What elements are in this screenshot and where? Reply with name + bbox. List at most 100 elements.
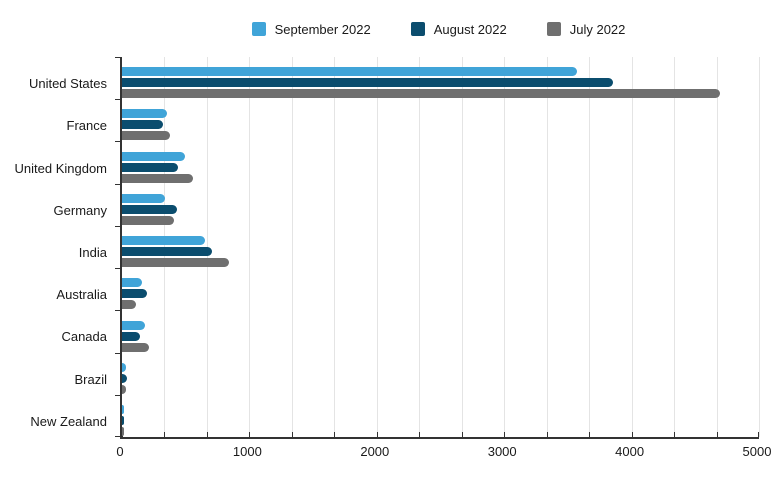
bar bbox=[122, 151, 186, 161]
legend-item: September 2022 bbox=[251, 21, 371, 37]
legend-swatch-icon bbox=[410, 22, 425, 36]
bar bbox=[122, 300, 136, 310]
bar bbox=[122, 247, 213, 257]
x-axis-label: 5000 bbox=[742, 444, 772, 459]
x-axis-tick bbox=[419, 432, 421, 437]
bar-group bbox=[122, 184, 759, 226]
gridline bbox=[334, 57, 336, 437]
bar bbox=[122, 89, 720, 99]
chart-legend: September 2022 August 2022 July 2022 bbox=[120, 20, 757, 38]
category-label: Australia bbox=[56, 287, 107, 303]
category-label: Canada bbox=[61, 329, 107, 345]
bar bbox=[122, 204, 177, 214]
bar-group bbox=[122, 395, 759, 437]
bar-group bbox=[122, 353, 759, 395]
y-axis-tick bbox=[115, 225, 120, 227]
x-axis-tick bbox=[206, 432, 208, 437]
bar bbox=[122, 258, 230, 268]
bar bbox=[122, 415, 124, 425]
x-axis-tick bbox=[334, 432, 336, 437]
x-axis-tick bbox=[589, 432, 591, 437]
bar bbox=[122, 320, 145, 330]
value-axis-labels: 0 1000 2000 3000 4000 5000 bbox=[116, 444, 771, 460]
legend-item: July 2022 bbox=[546, 21, 626, 37]
gridline bbox=[419, 57, 421, 437]
bar bbox=[122, 78, 614, 88]
gridline bbox=[376, 57, 378, 437]
y-axis-tick bbox=[115, 352, 120, 354]
bar bbox=[122, 109, 167, 119]
x-axis-label: 3000 bbox=[487, 444, 517, 459]
bar bbox=[122, 120, 163, 130]
gridline bbox=[504, 57, 506, 437]
gridline bbox=[206, 57, 208, 437]
gridline bbox=[461, 57, 463, 437]
x-axis-tick bbox=[674, 432, 676, 437]
gridline bbox=[759, 57, 760, 437]
x-axis-label: 4000 bbox=[615, 444, 645, 459]
y-axis-tick bbox=[115, 436, 120, 437]
y-axis-tick bbox=[115, 268, 120, 270]
legend-item: August 2022 bbox=[410, 21, 507, 37]
bar bbox=[122, 173, 194, 183]
x-axis-tick bbox=[758, 432, 759, 437]
x-axis-tick bbox=[461, 432, 463, 437]
category-label: New Zealand bbox=[30, 413, 107, 429]
gridline bbox=[249, 57, 251, 437]
bar bbox=[122, 342, 150, 352]
bar bbox=[122, 193, 166, 203]
bar bbox=[122, 362, 126, 372]
x-axis-label: 2000 bbox=[360, 444, 390, 459]
y-axis-tick bbox=[115, 99, 120, 101]
category-label: United States bbox=[28, 76, 107, 92]
category-axis-labels: United States France United Kingdom Germany… bbox=[0, 57, 113, 437]
y-axis-tick bbox=[115, 141, 120, 143]
legend-label: August 2022 bbox=[433, 21, 507, 37]
legend-label: July 2022 bbox=[569, 21, 626, 37]
legend-swatch-icon bbox=[546, 22, 561, 36]
gridline bbox=[631, 57, 633, 437]
x-axis-tick bbox=[376, 432, 378, 437]
plot-area bbox=[115, 57, 760, 439]
gridline bbox=[291, 57, 293, 437]
bar-group bbox=[122, 57, 759, 99]
y-axis-tick bbox=[115, 57, 120, 58]
category-label: France bbox=[66, 118, 107, 134]
bar-group bbox=[122, 268, 759, 310]
x-axis-tick bbox=[504, 432, 506, 437]
gridline bbox=[716, 57, 718, 437]
bar bbox=[122, 67, 577, 77]
gridline bbox=[674, 57, 676, 437]
bar bbox=[122, 404, 125, 414]
gridline bbox=[589, 57, 591, 437]
legend-swatch-icon bbox=[251, 22, 266, 36]
category-label: United Kingdom bbox=[14, 160, 108, 176]
bar bbox=[122, 384, 127, 394]
bar bbox=[122, 373, 128, 383]
x-axis-tick bbox=[716, 432, 718, 437]
category-label: Brazil bbox=[74, 371, 107, 387]
bar bbox=[122, 426, 125, 436]
x-axis-tick bbox=[249, 432, 251, 437]
gridline bbox=[546, 57, 548, 437]
bar bbox=[122, 331, 141, 341]
gridline bbox=[164, 57, 166, 437]
bar bbox=[122, 278, 143, 288]
x-axis-tick bbox=[546, 432, 548, 437]
bar-group bbox=[122, 226, 759, 268]
bar-group bbox=[122, 310, 759, 352]
category-label: Germany bbox=[53, 202, 107, 218]
x-axis-tick bbox=[164, 432, 166, 437]
bar bbox=[122, 236, 205, 246]
bar bbox=[122, 162, 179, 172]
x-axis-label: 0 bbox=[116, 444, 124, 459]
x-axis-tick bbox=[631, 432, 633, 437]
bar-group bbox=[122, 141, 759, 183]
y-axis-tick bbox=[115, 310, 120, 312]
x-axis-tick bbox=[291, 432, 293, 437]
y-axis-tick bbox=[115, 394, 120, 396]
category-label: India bbox=[78, 245, 107, 260]
legend-label: September 2022 bbox=[274, 21, 371, 37]
bar-group bbox=[122, 99, 759, 141]
